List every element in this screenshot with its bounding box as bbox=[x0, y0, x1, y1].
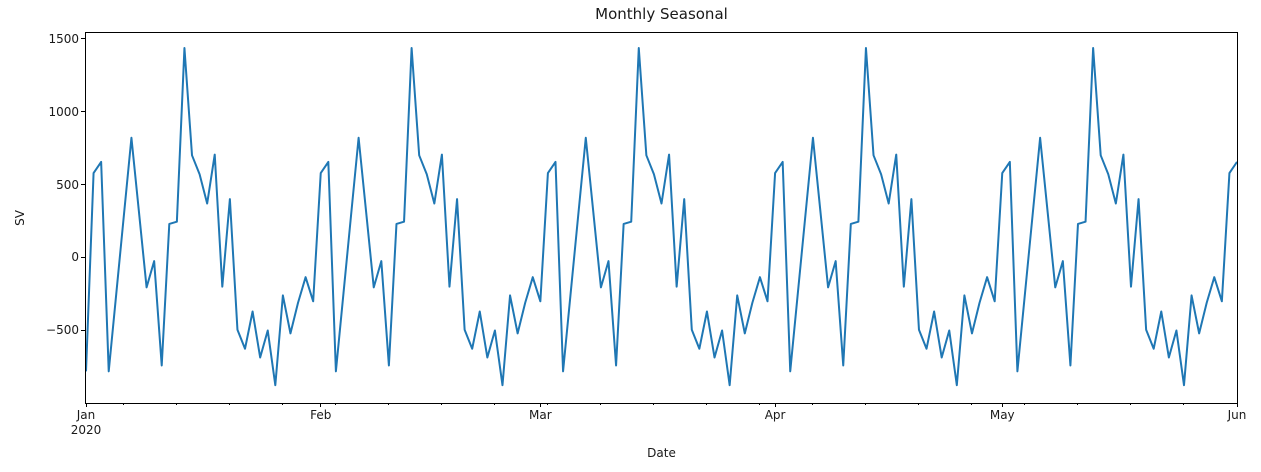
x-tick-label: Jan bbox=[76, 408, 96, 422]
y-tick-label: −500 bbox=[46, 323, 79, 338]
x-minor-tick-mark bbox=[653, 403, 655, 405]
y-tick-label: 0 bbox=[71, 250, 79, 265]
x-axis-label: Date bbox=[647, 446, 676, 460]
x-tick-label: May bbox=[989, 408, 1015, 422]
x-tick-label: Feb bbox=[310, 408, 332, 422]
x-minor-tick-mark bbox=[494, 403, 496, 405]
x-minor-tick-mark bbox=[335, 403, 337, 405]
seasonal-line bbox=[86, 47, 1237, 387]
x-tick-label: Apr bbox=[764, 408, 786, 422]
x-tick-label: Jun bbox=[1227, 408, 1247, 422]
x-tick-year-label: 2020 bbox=[70, 423, 102, 437]
x-minor-tick-mark bbox=[282, 403, 284, 405]
x-minor-tick-mark bbox=[865, 403, 867, 405]
x-tick-mark bbox=[774, 403, 776, 407]
x-minor-tick-mark bbox=[812, 403, 814, 405]
y-tick-mark bbox=[81, 38, 85, 40]
y-tick-mark bbox=[81, 329, 85, 331]
x-minor-tick-mark bbox=[706, 403, 708, 405]
x-minor-tick-mark bbox=[1077, 403, 1079, 405]
y-axis-label: SV bbox=[13, 210, 27, 226]
x-tick-mark bbox=[320, 403, 322, 407]
x-minor-tick-mark bbox=[123, 403, 125, 405]
x-minor-tick-mark bbox=[1183, 403, 1185, 405]
x-minor-tick-mark bbox=[441, 403, 443, 405]
chart-title: Monthly Seasonal bbox=[595, 5, 728, 23]
x-minor-tick-mark bbox=[229, 403, 231, 405]
x-tick-mark bbox=[539, 403, 541, 407]
y-tick-mark bbox=[81, 184, 85, 185]
x-minor-tick-mark bbox=[1130, 403, 1132, 405]
x-minor-tick-mark bbox=[759, 403, 761, 405]
line-chart-svg bbox=[86, 47, 1237, 387]
x-minor-tick-mark bbox=[918, 403, 920, 405]
x-tick-mark bbox=[1001, 403, 1003, 407]
y-tick-label: 1500 bbox=[48, 31, 79, 46]
x-minor-tick-mark bbox=[547, 403, 549, 405]
y-tick-mark bbox=[81, 111, 85, 113]
x-tick-mark bbox=[1236, 403, 1238, 407]
x-minor-tick-mark bbox=[176, 403, 178, 405]
y-tick-mark bbox=[81, 256, 85, 258]
x-minor-tick-mark bbox=[1024, 403, 1026, 405]
x-tick-mark bbox=[85, 403, 87, 407]
x-tick-label: Mar bbox=[529, 408, 552, 422]
x-minor-tick-mark bbox=[388, 403, 390, 405]
y-tick-label: 1000 bbox=[48, 104, 79, 119]
plot-area bbox=[85, 32, 1238, 404]
y-tick-label: 500 bbox=[56, 177, 79, 192]
x-minor-tick-mark bbox=[600, 403, 602, 405]
x-minor-tick-mark bbox=[971, 403, 973, 405]
